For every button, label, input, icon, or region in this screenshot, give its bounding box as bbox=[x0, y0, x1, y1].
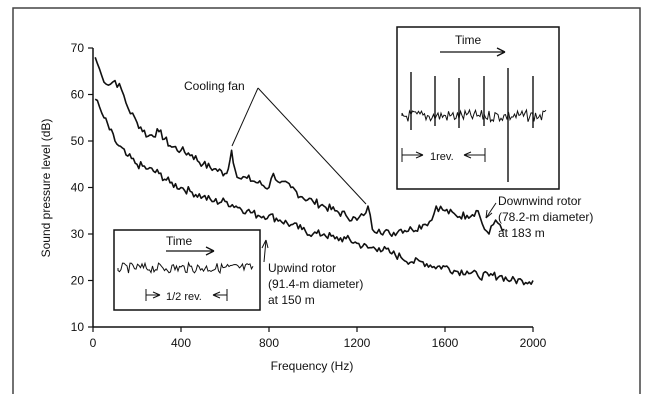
upwind-inset-title: Time bbox=[166, 234, 193, 248]
downwind-rotor-pointer bbox=[485, 202, 497, 219]
upwind-inset-time-arrow bbox=[166, 246, 215, 256]
x-tick-label: 2000 bbox=[520, 336, 547, 350]
downwind-inset-trace bbox=[401, 68, 547, 182]
upwind-rotor-label-2: (91.4-m diameter) bbox=[268, 277, 363, 291]
y-tick-label: 60 bbox=[71, 88, 85, 102]
downwind-rotor-label-2: (78.2-m diameter) bbox=[498, 210, 593, 224]
x-tick-label: 1200 bbox=[344, 336, 371, 350]
series-group bbox=[94, 57, 534, 286]
y-tick-label: 70 bbox=[71, 41, 85, 55]
x-tick-label: 800 bbox=[259, 336, 279, 350]
upwind-inset: Time 1/2 rev. bbox=[113, 229, 261, 311]
downwind-inset-time-arrow bbox=[440, 47, 506, 57]
x-tick-label: 400 bbox=[171, 336, 191, 350]
downwind-rotor-label-1: Downwind rotor bbox=[498, 194, 581, 208]
x-tick-group: 0 400 800 1200 1600 2000 bbox=[90, 327, 547, 350]
cooling-fan-pointer-2 bbox=[257, 87, 367, 205]
downwind-inset-box bbox=[396, 26, 560, 190]
y-tick-label: 10 bbox=[71, 320, 85, 334]
downwind-rotor-pointer-arrow bbox=[485, 209, 493, 219]
downwind-inset-span-bracket bbox=[401, 148, 486, 162]
figure-frame bbox=[12, 7, 641, 394]
series-line-upwind-rotor bbox=[94, 98, 534, 286]
x-tick-label: 1600 bbox=[432, 336, 459, 350]
upwind-rotor-label-1: Upwind rotor bbox=[268, 261, 336, 275]
upwind-inset-span-label: 1/2 rev. bbox=[166, 291, 202, 303]
upwind-rotor-pointer bbox=[263, 239, 267, 263]
x-tick-label: 0 bbox=[90, 336, 97, 350]
y-tick-label: 30 bbox=[71, 227, 85, 241]
cooling-fan-pointer-1 bbox=[231, 87, 259, 147]
y-tick-label: 40 bbox=[71, 181, 85, 195]
downwind-inset-span-label: 1rev. bbox=[430, 151, 454, 163]
x-axis-title: Frequency (Hz) bbox=[271, 359, 354, 373]
cooling-fan-label: Cooling fan bbox=[184, 79, 245, 93]
downwind-inset-title: Time bbox=[455, 33, 482, 47]
y-tick-label: 50 bbox=[71, 134, 85, 148]
y-axis-title: Sound pressure level (dB) bbox=[39, 119, 53, 258]
series-line-downwind-rotor bbox=[94, 57, 505, 237]
downwind-inset-signal bbox=[401, 108, 547, 123]
y-tick-group: 10 20 30 40 50 60 70 bbox=[71, 41, 93, 334]
upwind-rotor-pointer-arrow bbox=[261, 239, 269, 249]
downwind-rotor-label-3: at 183 m bbox=[498, 226, 545, 240]
upwind-inset-trace bbox=[117, 261, 254, 275]
upwind-rotor-label-3: at 150 m bbox=[268, 293, 315, 307]
upwind-inset-span-bracket bbox=[145, 289, 228, 301]
upwind-inset-signal bbox=[117, 261, 254, 275]
y-tick-label: 20 bbox=[71, 274, 85, 288]
downwind-inset: Time 1rev. bbox=[396, 26, 560, 190]
